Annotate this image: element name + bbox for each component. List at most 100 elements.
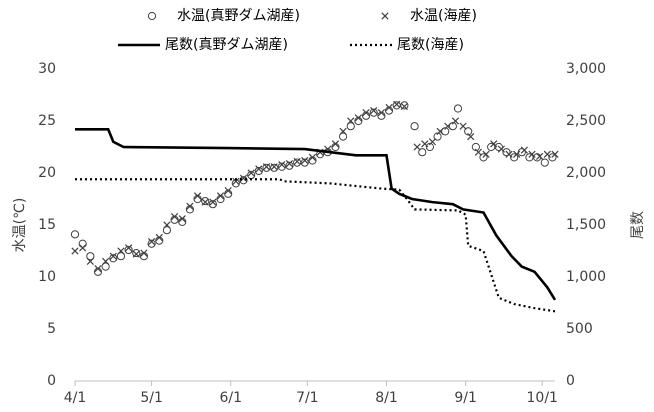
point — [528, 150, 536, 158]
point — [147, 238, 156, 246]
point — [392, 101, 401, 110]
point — [124, 244, 133, 252]
point — [482, 150, 490, 158]
point — [116, 252, 126, 261]
point — [441, 127, 450, 136]
point — [425, 142, 434, 152]
point — [540, 158, 549, 167]
point — [86, 257, 94, 266]
point — [239, 176, 248, 185]
point — [140, 249, 148, 257]
x-tick-label: 10/1 — [527, 390, 558, 406]
point — [421, 140, 429, 148]
point — [79, 244, 87, 252]
point — [502, 148, 511, 157]
y-axis-title: 水温(℃) — [12, 198, 28, 253]
point — [385, 103, 393, 112]
point — [513, 150, 521, 158]
point — [451, 117, 460, 125]
point — [338, 132, 348, 141]
x-tick-label: 7/1 — [296, 390, 319, 406]
point — [262, 163, 271, 171]
point — [71, 247, 79, 255]
y2-tick-label: 1,000 — [566, 269, 606, 285]
y2-tick-label: 2,500 — [566, 113, 606, 129]
point — [505, 150, 513, 158]
point — [453, 104, 463, 113]
legend-label: 尾数(真野ダム湖産) — [165, 37, 288, 53]
point — [548, 153, 557, 162]
point — [209, 198, 217, 206]
point — [551, 150, 559, 158]
point — [418, 148, 427, 157]
point — [102, 257, 110, 266]
point — [510, 153, 519, 162]
y-tick-label: 25 — [38, 113, 56, 129]
point — [331, 140, 340, 148]
point — [178, 215, 186, 223]
point — [155, 233, 163, 242]
y2-tick-label: 1,500 — [566, 217, 606, 233]
point — [277, 162, 286, 171]
point — [86, 252, 95, 261]
point — [346, 122, 355, 131]
point — [163, 221, 171, 229]
legend-label: 水温(海産) — [410, 8, 477, 24]
y2-tick-label: 3,000 — [566, 61, 606, 77]
point — [410, 122, 419, 131]
y-tick-label: 0 — [47, 373, 56, 389]
point — [270, 163, 279, 172]
point — [433, 132, 442, 141]
point — [124, 245, 133, 255]
point — [186, 202, 194, 210]
point — [70, 230, 80, 239]
line — [75, 128, 557, 301]
point — [255, 165, 263, 173]
x-tick-label: 9/1 — [454, 390, 477, 406]
y-tick-label: 10 — [38, 269, 56, 285]
point — [464, 127, 473, 136]
point — [467, 132, 475, 141]
point — [494, 142, 503, 152]
x-tick-label: 5/1 — [140, 390, 163, 406]
point — [293, 158, 302, 167]
point — [293, 157, 301, 166]
point — [543, 150, 551, 158]
point — [101, 262, 110, 271]
legend-label: 水温(真野ダム湖産) — [177, 8, 300, 24]
point — [117, 247, 125, 255]
y2-axis-title: 尾数 — [630, 211, 646, 239]
point — [278, 161, 286, 169]
point — [497, 145, 506, 153]
point — [78, 239, 87, 248]
y-tick-label: 30 — [38, 61, 56, 77]
point — [247, 169, 255, 177]
point — [428, 138, 437, 146]
y2-tick-label: 0 — [566, 373, 575, 389]
point — [362, 109, 370, 117]
point — [339, 127, 347, 136]
point — [109, 254, 118, 263]
line — [75, 178, 556, 313]
legend-marker — [147, 11, 157, 21]
point — [444, 122, 452, 130]
point — [162, 226, 172, 235]
point — [216, 192, 225, 200]
y-tick-label: 15 — [38, 217, 56, 233]
point — [377, 109, 386, 117]
point — [347, 117, 355, 125]
point — [254, 166, 263, 176]
point — [459, 122, 467, 130]
point — [448, 122, 457, 131]
point — [201, 196, 210, 206]
point — [132, 248, 141, 258]
point — [370, 106, 378, 115]
point — [285, 160, 294, 168]
point — [393, 100, 401, 108]
y-tick-label: 20 — [38, 165, 56, 181]
point — [270, 163, 278, 171]
legend-marker — [381, 12, 389, 20]
point — [413, 143, 421, 151]
point — [201, 198, 209, 206]
